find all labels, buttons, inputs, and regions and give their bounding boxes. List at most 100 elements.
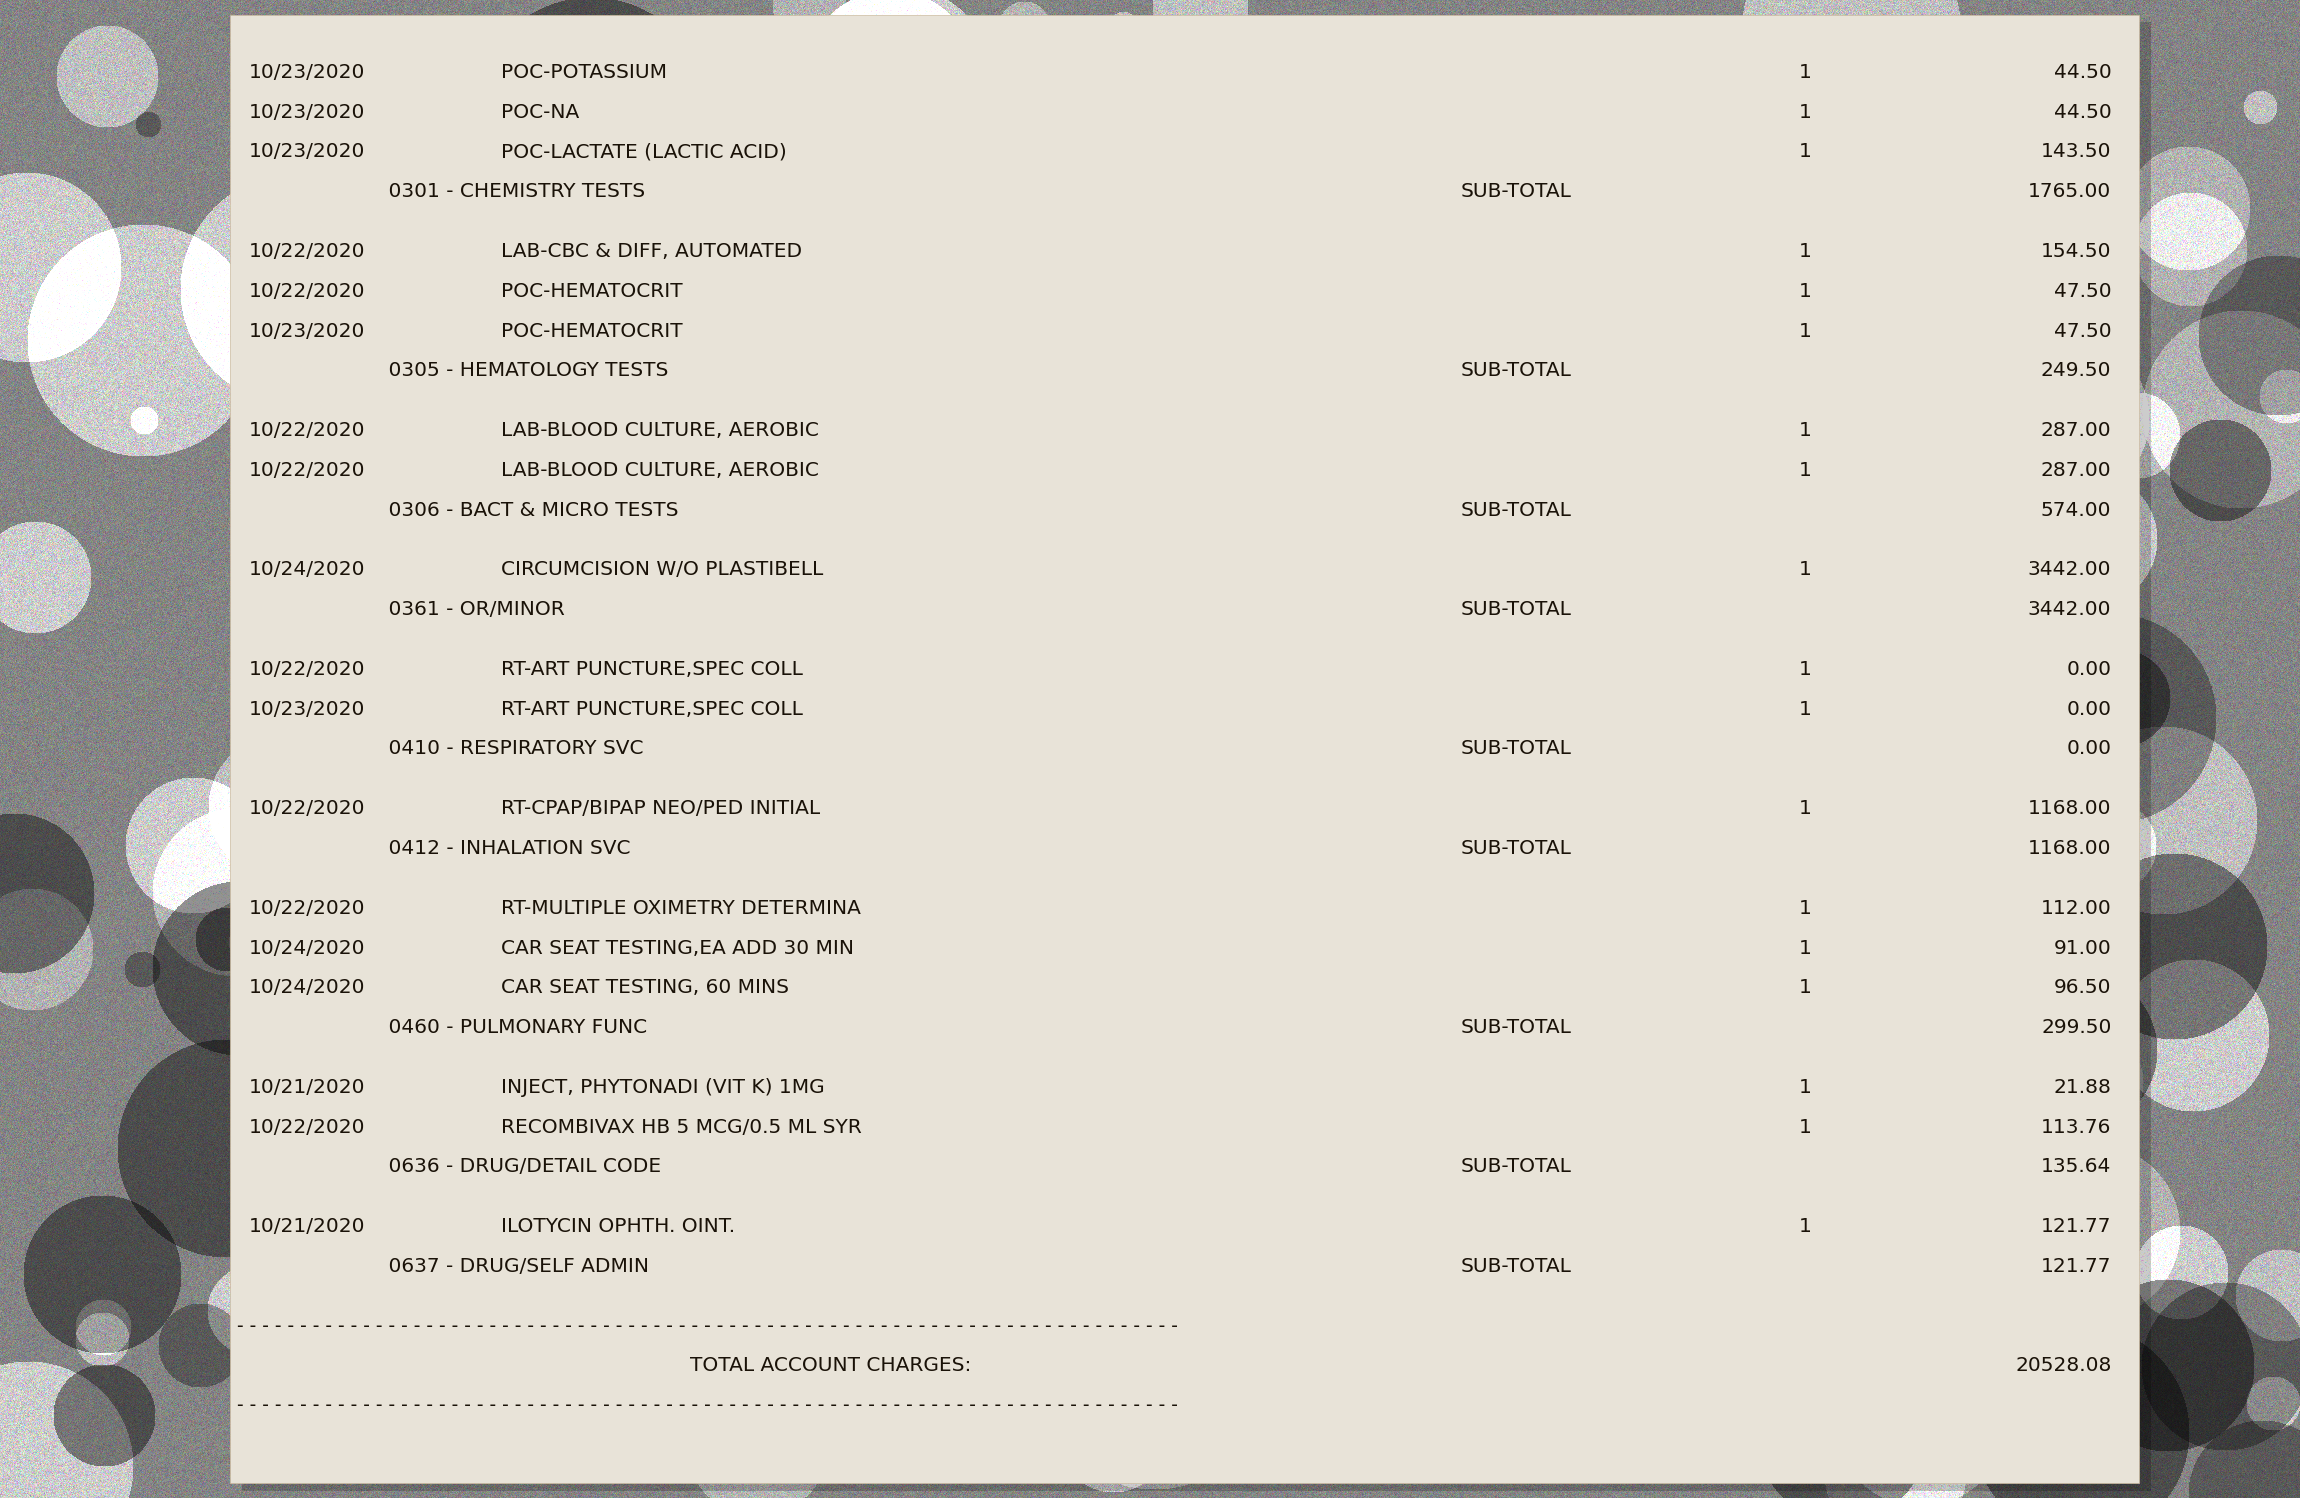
Text: INJECT, PHYTONADI (VIT K) 1MG: INJECT, PHYTONADI (VIT K) 1MG [501, 1079, 826, 1097]
Text: 135.64: 135.64 [2040, 1158, 2111, 1176]
Text: 287.00: 287.00 [2040, 421, 2111, 440]
Text: SUB-TOTAL: SUB-TOTAL [1460, 1019, 1571, 1037]
Text: 10/23/2020: 10/23/2020 [248, 700, 366, 719]
Text: 1: 1 [1799, 1079, 1812, 1097]
Text: SUB-TOTAL: SUB-TOTAL [1460, 1257, 1571, 1276]
FancyBboxPatch shape [242, 22, 2150, 1491]
Text: RECOMBIVAX HB 5 MCG/0.5 ML SYR: RECOMBIVAX HB 5 MCG/0.5 ML SYR [501, 1118, 862, 1137]
Text: 0460 - PULMONARY FUNC: 0460 - PULMONARY FUNC [363, 1019, 649, 1037]
Text: 0410 - RESPIRATORY SVC: 0410 - RESPIRATORY SVC [363, 740, 644, 758]
Text: LAB-BLOOD CULTURE, AEROBIC: LAB-BLOOD CULTURE, AEROBIC [501, 461, 819, 479]
Text: 96.50: 96.50 [2054, 978, 2111, 998]
Text: 0301 - CHEMISTRY TESTS: 0301 - CHEMISTRY TESTS [363, 183, 646, 201]
Text: POC-LACTATE (LACTIC ACID): POC-LACTATE (LACTIC ACID) [501, 142, 787, 162]
Text: 0305 - HEMATOLOGY TESTS: 0305 - HEMATOLOGY TESTS [363, 361, 669, 380]
Text: CAR SEAT TESTING, 60 MINS: CAR SEAT TESTING, 60 MINS [501, 978, 789, 998]
Text: 10/21/2020: 10/21/2020 [248, 1079, 366, 1097]
Text: RT-MULTIPLE OXIMETRY DETERMINA: RT-MULTIPLE OXIMETRY DETERMINA [501, 899, 860, 918]
Text: 1: 1 [1799, 700, 1812, 719]
Text: 574.00: 574.00 [2040, 500, 2111, 520]
Text: CAR SEAT TESTING,EA ADD 30 MIN: CAR SEAT TESTING,EA ADD 30 MIN [501, 939, 853, 957]
Text: 10/23/2020: 10/23/2020 [248, 103, 366, 121]
Text: RT-ART PUNCTURE,SPEC COLL: RT-ART PUNCTURE,SPEC COLL [501, 661, 803, 679]
Text: TOTAL ACCOUNT CHARGES:: TOTAL ACCOUNT CHARGES: [690, 1357, 971, 1375]
Text: 1: 1 [1799, 142, 1812, 162]
FancyBboxPatch shape [230, 15, 2139, 1483]
Text: LAB-CBC & DIFF, AUTOMATED: LAB-CBC & DIFF, AUTOMATED [501, 243, 803, 261]
Text: 299.50: 299.50 [2040, 1019, 2111, 1037]
Text: 0412 - INHALATION SVC: 0412 - INHALATION SVC [363, 839, 630, 858]
Text: 1: 1 [1799, 560, 1812, 580]
Text: 249.50: 249.50 [2040, 361, 2111, 380]
Text: ILOTYCIN OPHTH. OINT.: ILOTYCIN OPHTH. OINT. [501, 1218, 736, 1236]
Text: SUB-TOTAL: SUB-TOTAL [1460, 500, 1571, 520]
Text: 10/22/2020: 10/22/2020 [248, 661, 366, 679]
Text: 1: 1 [1799, 322, 1812, 340]
Text: CIRCUMCISION W/O PLASTIBELL: CIRCUMCISION W/O PLASTIBELL [501, 560, 823, 580]
Text: 47.50: 47.50 [2054, 322, 2111, 340]
Text: 10/22/2020: 10/22/2020 [248, 243, 366, 261]
Text: SUB-TOTAL: SUB-TOTAL [1460, 839, 1571, 858]
Text: 1: 1 [1799, 1118, 1812, 1137]
Text: 44.50: 44.50 [2054, 103, 2111, 121]
Text: 10/22/2020: 10/22/2020 [248, 282, 366, 301]
Text: 10/23/2020: 10/23/2020 [248, 63, 366, 82]
Text: 10/24/2020: 10/24/2020 [248, 939, 366, 957]
Text: 143.50: 143.50 [2040, 142, 2111, 162]
Text: 10/22/2020: 10/22/2020 [248, 1118, 366, 1137]
Text: 47.50: 47.50 [2054, 282, 2111, 301]
Text: 1: 1 [1799, 461, 1812, 479]
Text: 1: 1 [1799, 243, 1812, 261]
Text: 287.00: 287.00 [2040, 461, 2111, 479]
Text: SUB-TOTAL: SUB-TOTAL [1460, 1158, 1571, 1176]
Text: 0637 - DRUG/SELF ADMIN: 0637 - DRUG/SELF ADMIN [363, 1257, 649, 1276]
Text: 10/22/2020: 10/22/2020 [248, 461, 366, 479]
Text: 1: 1 [1799, 63, 1812, 82]
Text: RT-ART PUNCTURE,SPEC COLL: RT-ART PUNCTURE,SPEC COLL [501, 700, 803, 719]
Text: LAB-BLOOD CULTURE, AEROBIC: LAB-BLOOD CULTURE, AEROBIC [501, 421, 819, 440]
Text: 3442.00: 3442.00 [2029, 601, 2111, 619]
Text: 21.88: 21.88 [2054, 1079, 2111, 1097]
Text: 10/22/2020: 10/22/2020 [248, 421, 366, 440]
Text: 10/24/2020: 10/24/2020 [248, 560, 366, 580]
Text: 1168.00: 1168.00 [2029, 800, 2111, 818]
Text: 10/23/2020: 10/23/2020 [248, 322, 366, 340]
Text: 0.00: 0.00 [2065, 700, 2111, 719]
Text: 1168.00: 1168.00 [2029, 839, 2111, 858]
Text: 1: 1 [1799, 103, 1812, 121]
Text: SUB-TOTAL: SUB-TOTAL [1460, 601, 1571, 619]
Text: 1: 1 [1799, 978, 1812, 998]
Text: 113.76: 113.76 [2040, 1118, 2111, 1137]
Text: 121.77: 121.77 [2040, 1218, 2111, 1236]
Text: SUB-TOTAL: SUB-TOTAL [1460, 740, 1571, 758]
Text: 1: 1 [1799, 800, 1812, 818]
Text: 1: 1 [1799, 1218, 1812, 1236]
Text: 10/22/2020: 10/22/2020 [248, 899, 366, 918]
Text: POC-HEMATOCRIT: POC-HEMATOCRIT [501, 282, 683, 301]
Text: 3442.00: 3442.00 [2029, 560, 2111, 580]
Text: 121.77: 121.77 [2040, 1257, 2111, 1276]
Text: SUB-TOTAL: SUB-TOTAL [1460, 361, 1571, 380]
Text: 10/24/2020: 10/24/2020 [248, 978, 366, 998]
Text: 0361 - OR/MINOR: 0361 - OR/MINOR [363, 601, 566, 619]
Text: 1: 1 [1799, 899, 1812, 918]
Text: 112.00: 112.00 [2040, 899, 2111, 918]
Text: SUB-TOTAL: SUB-TOTAL [1460, 183, 1571, 201]
Text: 10/21/2020: 10/21/2020 [248, 1218, 366, 1236]
Text: 0.00: 0.00 [2065, 661, 2111, 679]
Text: 1: 1 [1799, 421, 1812, 440]
Text: RT-CPAP/BIPAP NEO/PED INITIAL: RT-CPAP/BIPAP NEO/PED INITIAL [501, 800, 821, 818]
Text: 1765.00: 1765.00 [2029, 183, 2111, 201]
Text: 1: 1 [1799, 282, 1812, 301]
Text: 1: 1 [1799, 661, 1812, 679]
Text: - - - - - - - - - - - - - - - - - - - - - - - - - - - - - - - - - - - - - - - - : - - - - - - - - - - - - - - - - - - - - … [237, 1317, 1184, 1336]
Text: 0306 - BACT & MICRO TESTS: 0306 - BACT & MICRO TESTS [363, 500, 678, 520]
Text: POC-HEMATOCRIT: POC-HEMATOCRIT [501, 322, 683, 340]
Text: 1: 1 [1799, 939, 1812, 957]
Text: 91.00: 91.00 [2054, 939, 2111, 957]
Text: 0636 - DRUG/DETAIL CODE: 0636 - DRUG/DETAIL CODE [363, 1158, 662, 1176]
Text: 154.50: 154.50 [2040, 243, 2111, 261]
Text: POC-POTASSIUM: POC-POTASSIUM [501, 63, 667, 82]
Text: POC-NA: POC-NA [501, 103, 580, 121]
Text: 20528.08: 20528.08 [2015, 1357, 2111, 1375]
